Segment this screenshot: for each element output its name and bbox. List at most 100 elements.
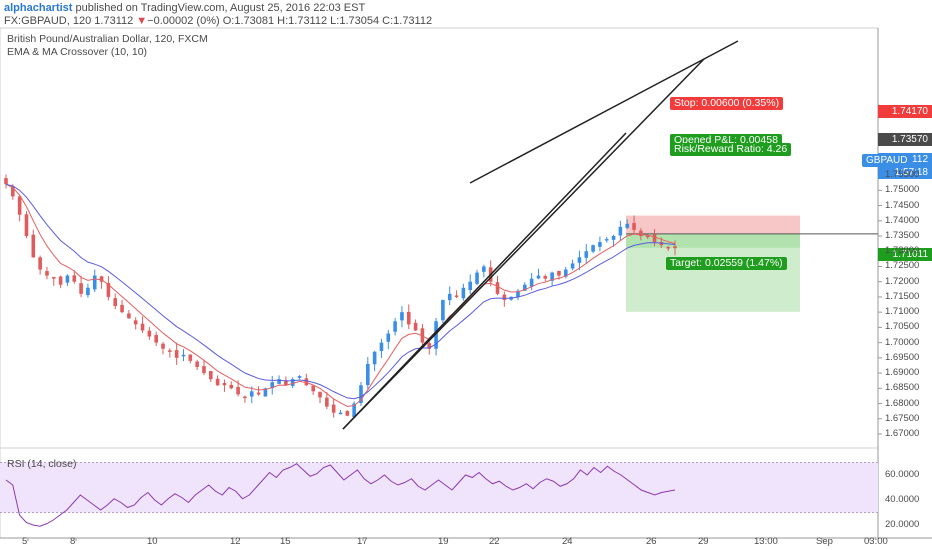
wedge-support-line	[342, 132, 627, 430]
candle	[270, 382, 275, 389]
candle	[222, 383, 227, 386]
indicator-legend[interactable]: EMA & MA Crossover (10, 10)	[7, 46, 148, 58]
time-tick: 03:00	[864, 536, 888, 547]
time-tick: 10	[147, 536, 158, 547]
candle	[366, 363, 370, 386]
candle	[38, 257, 42, 270]
price-tick: 1.67000	[885, 428, 920, 439]
symbol-price-tag: GBPAUD	[862, 154, 912, 167]
candle	[181, 354, 186, 357]
publish-info: published on TradingView.com, August 25,…	[75, 2, 366, 14]
ma-line	[5, 183, 676, 400]
candle	[379, 342, 384, 352]
candle	[536, 275, 541, 279]
price-tick: 1.72000	[885, 275, 920, 287]
price-tick: 1.68500	[885, 382, 920, 394]
price-tick: 1.73000	[885, 245, 920, 257]
candle	[79, 283, 83, 294]
rsi-legend[interactable]: RSI (14, close)	[7, 458, 77, 470]
price-tick: 1.70500	[885, 321, 920, 333]
stop-price-box: 1.74170	[878, 105, 932, 118]
time-tick: 5	[22, 536, 28, 547]
candle	[256, 392, 261, 395]
down-arrow-icon: ▼	[136, 15, 148, 27]
candle	[195, 361, 199, 367]
price-tick: 1.73500	[885, 230, 920, 241]
price-tick: 1.70000	[885, 336, 920, 348]
publish-line: alphachartist published on TradingView.c…	[4, 2, 365, 14]
candle	[168, 350, 172, 352]
price-tick: 1.68000	[885, 397, 920, 409]
candle	[427, 343, 432, 349]
price-tick: 1.67500	[885, 412, 920, 424]
wedge-upper-line	[469, 40, 739, 184]
candle	[263, 388, 268, 397]
candle	[318, 391, 322, 398]
candle	[311, 385, 315, 392]
candle	[557, 270, 561, 276]
candle	[58, 276, 63, 285]
price-tick: 1.69500	[885, 351, 920, 363]
candle	[393, 321, 397, 332]
candle	[482, 266, 486, 272]
time-tick: 22	[489, 536, 500, 547]
candle	[359, 385, 363, 404]
wedge-lower-line	[342, 58, 705, 430]
target-price-box: 1.71011	[878, 248, 932, 261]
candle	[666, 247, 670, 249]
entry-price-box: 1.73570	[878, 133, 932, 146]
price-tick: 1.72500	[885, 260, 920, 272]
ema-line	[5, 183, 676, 407]
candle	[161, 343, 165, 349]
candle	[563, 269, 568, 277]
price-tick: 1.69000	[885, 367, 920, 379]
candle	[236, 386, 240, 395]
author-link[interactable]: alphachartist	[4, 2, 73, 14]
candle	[502, 294, 507, 300]
quote-line: FX:GBPAUD, 120 1.73112 ▼−0.00002 (0%) O:…	[4, 15, 432, 27]
candle	[188, 354, 193, 361]
stop-tag: Stop: 0.00600 (0.35%)	[670, 97, 784, 110]
candle	[495, 282, 500, 294]
candle	[72, 275, 77, 282]
candle	[461, 287, 466, 299]
candle	[229, 384, 234, 389]
rsi-tick: 60.0000	[885, 469, 920, 480]
rsi-band	[0, 462, 878, 513]
candle	[529, 278, 534, 287]
candle	[277, 379, 281, 384]
price-change: −0.00002 (0%)	[147, 15, 220, 27]
candle	[215, 378, 220, 386]
candle	[249, 391, 254, 397]
candle	[11, 185, 15, 197]
time-tick: 13:00	[754, 536, 778, 547]
price-tick: 1.71000	[885, 306, 920, 318]
countdown-box: 1:57:18	[878, 166, 932, 179]
candle	[625, 223, 630, 228]
candle	[475, 272, 479, 284]
candle	[413, 322, 418, 331]
instrument-legend[interactable]: British Pound/Australian Dollar, 120, FX…	[7, 33, 208, 45]
candle	[45, 271, 49, 276]
candle	[17, 196, 22, 215]
candle	[570, 263, 575, 269]
price-tick: 1.75000	[885, 184, 920, 196]
candle	[154, 334, 158, 343]
time-tick: 24	[562, 536, 573, 547]
time-tick: 15	[280, 536, 291, 547]
candle	[208, 370, 213, 380]
time-tick: 19	[438, 536, 449, 547]
symbol-label[interactable]: FX:GBPAUD, 120	[4, 15, 92, 27]
time-tick: 17	[357, 536, 368, 547]
candle	[31, 234, 36, 258]
candle	[406, 311, 411, 325]
price-tick: 1.71500	[885, 290, 920, 302]
candle	[133, 320, 138, 325]
candle	[174, 350, 179, 358]
candle	[372, 351, 377, 365]
candle	[645, 235, 650, 238]
candle	[331, 404, 336, 413]
candle	[140, 323, 145, 331]
candle	[4, 178, 8, 185]
